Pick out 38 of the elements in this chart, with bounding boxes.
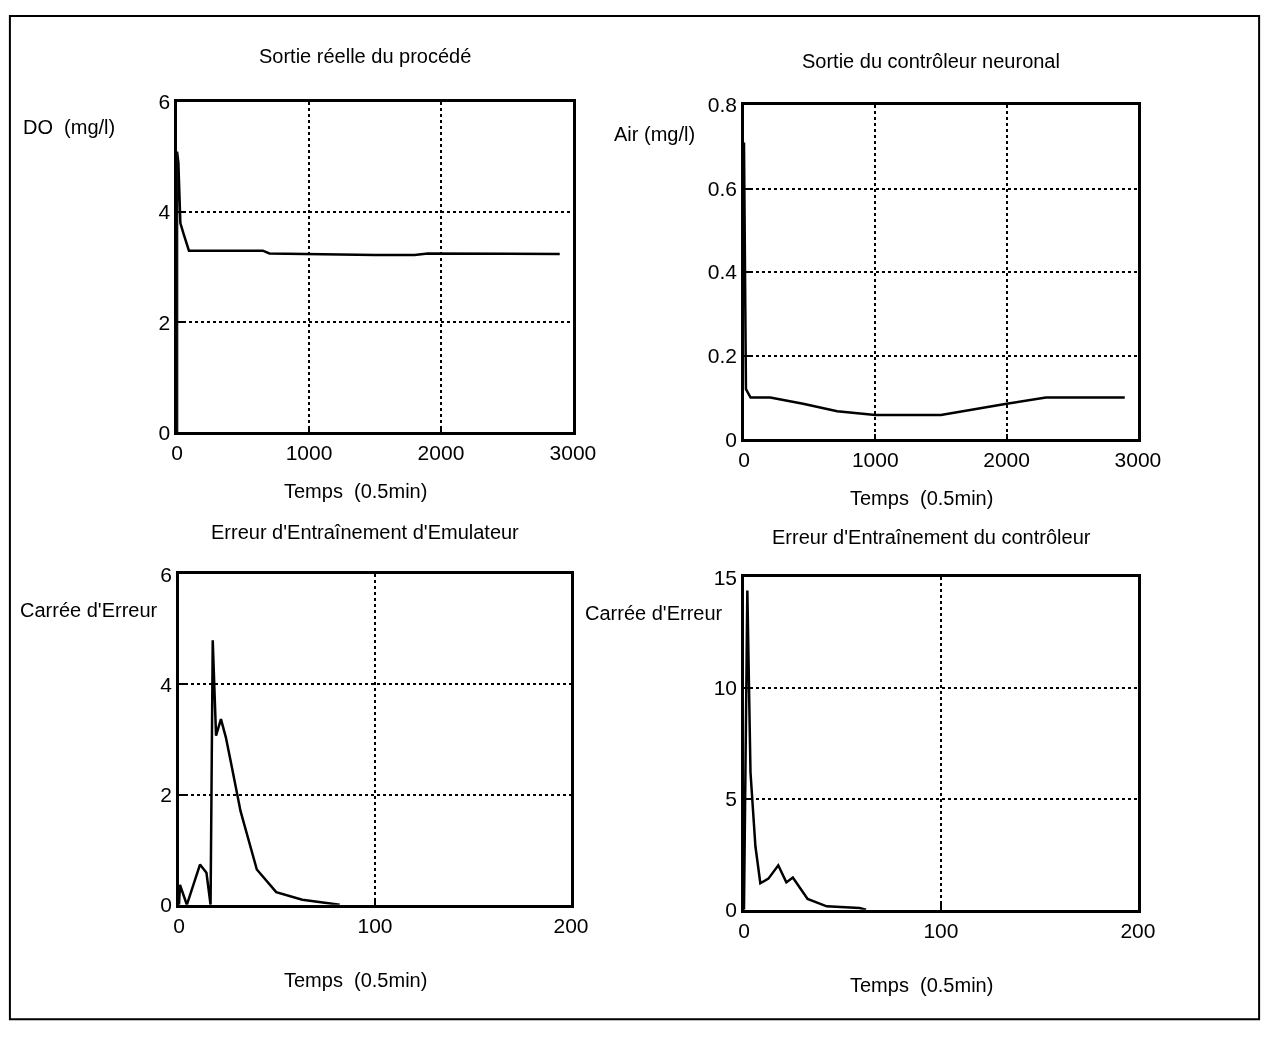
y-tick-label: 2 xyxy=(158,310,171,334)
y-tick-label: 0 xyxy=(725,898,738,922)
x-tick-label: 2000 xyxy=(417,441,465,465)
y-axis-title: Air (mg/l) xyxy=(614,123,696,145)
x-axis-title: Temps (0.5min) xyxy=(850,487,994,509)
y-tick-label: 0 xyxy=(160,893,173,917)
y-tick-label: 15 xyxy=(713,565,738,589)
y-tick-label: 6 xyxy=(160,562,173,586)
chart-title: Sortie réelle du procédé xyxy=(259,45,472,67)
y-tick-label: 0.6 xyxy=(707,176,738,200)
y-tick-label: 2 xyxy=(160,782,173,806)
x-tick-label: 3000 xyxy=(1114,448,1162,472)
x-tick-label: 1000 xyxy=(851,448,899,472)
y-axis-title: Carrée d'Erreur xyxy=(585,602,723,624)
y-tick-label: 0.8 xyxy=(707,93,738,117)
x-axis-title: Temps (0.5min) xyxy=(850,974,994,996)
y-axis-title: Carrée d'Erreur xyxy=(20,599,158,621)
x-tick-label: 200 xyxy=(553,913,589,937)
chart-title: Erreur d'Entraînement du contrôleur xyxy=(772,526,1091,548)
x-tick-label: 200 xyxy=(1120,918,1156,942)
x-axis-title: Temps (0.5min) xyxy=(284,969,428,991)
y-tick-label: 0.2 xyxy=(707,344,738,368)
y-tick-label: 4 xyxy=(160,672,173,696)
x-tick-label: 100 xyxy=(923,918,959,942)
x-axis-title: Temps (0.5min) xyxy=(284,480,428,502)
x-tick-label: 1000 xyxy=(285,441,333,465)
y-axis-title: DO (mg/l) xyxy=(23,116,116,138)
x-tick-label: 3000 xyxy=(549,441,597,465)
chart-title: Erreur d'Entraînement d'Emulateur xyxy=(211,521,520,543)
x-tick-label: 2000 xyxy=(983,448,1030,472)
y-tick-label: 10 xyxy=(713,676,738,700)
y-tick-label: 6 xyxy=(158,90,171,114)
x-tick-label: 100 xyxy=(357,913,393,937)
y-tick-label: 5 xyxy=(725,787,738,811)
chart-title: Sortie du contrôleur neuronal xyxy=(802,50,1060,72)
y-tick-label: 0 xyxy=(158,420,171,444)
y-tick-label: 4 xyxy=(158,200,171,224)
y-tick-label: 0.4 xyxy=(707,260,738,284)
